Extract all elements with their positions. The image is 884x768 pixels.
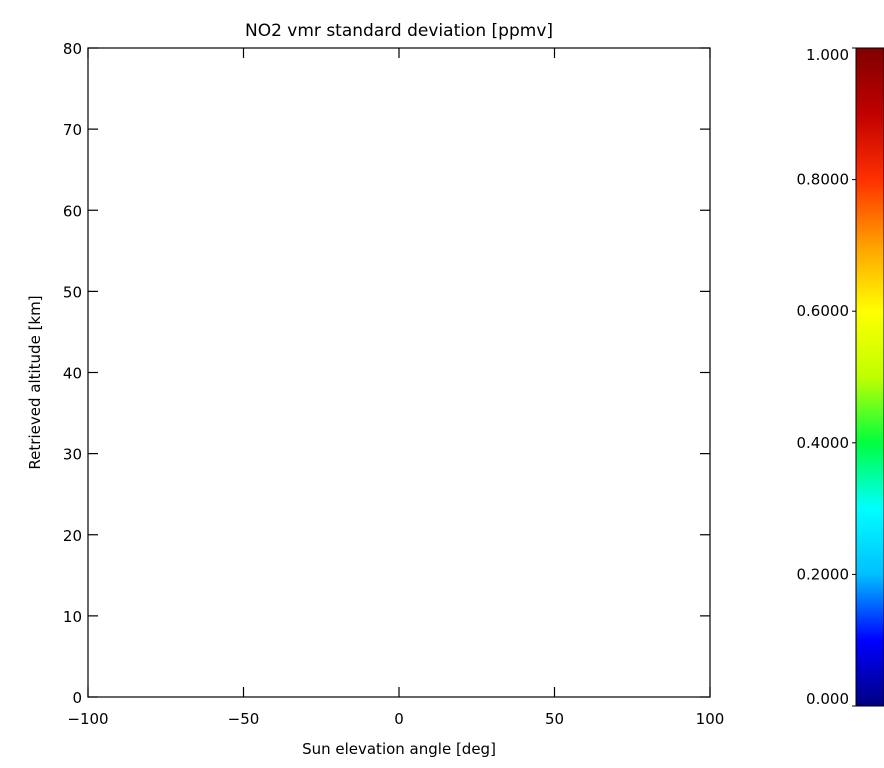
y-tick-label: 40 (63, 365, 82, 383)
colorbar-tick-label: 0.2000 (797, 565, 850, 583)
x-axis-title: Sun elevation angle [deg] (302, 740, 496, 758)
colorbar-tick-label: 1.000 (806, 46, 849, 64)
y-axis-title: Retrieved altitude [km] (26, 295, 44, 469)
y-tick-label: 30 (63, 446, 82, 464)
x-tick-label: −100 (67, 710, 108, 728)
x-tick-label: 0 (394, 710, 404, 728)
y-tick-label: 80 (63, 40, 82, 58)
chart-title: NO2 vmr standard deviation [ppmv] (245, 21, 553, 41)
colorbar-tick-label: 0.6000 (797, 302, 850, 320)
x-tick-label: 50 (545, 710, 564, 728)
x-tick-label: 100 (696, 710, 725, 728)
plot-area: −100 −50 0 50 100 0 10 20 30 40 50 60 70 80 NO2 vmr … (26, 21, 724, 758)
y-tick-label: 70 (63, 121, 82, 139)
y-tick-label: 10 (63, 608, 82, 626)
plot-frame (88, 48, 710, 697)
x-axis: −100 −50 0 50 100 (67, 48, 724, 728)
colorbar-tick-label: 0.4000 (797, 434, 850, 452)
y-tick-label: 20 (63, 527, 82, 545)
y-tick-label: 0 (72, 689, 82, 707)
y-axis: 0 10 20 30 40 50 60 70 80 (63, 40, 710, 707)
colorbar: 0.000 0.2000 0.4000 0.6000 0.8000 1.000 (797, 46, 884, 708)
y-tick-label: 60 (63, 202, 82, 220)
colorbar-gradient (856, 48, 884, 706)
colorbar-tick-label: 0.8000 (797, 171, 850, 189)
colorbar-axis: 0.000 0.2000 0.4000 0.6000 0.8000 1.000 (797, 46, 857, 708)
y-tick-label: 50 (63, 283, 82, 301)
colorbar-tick-label: 0.000 (806, 690, 849, 708)
x-tick-label: −50 (228, 710, 260, 728)
